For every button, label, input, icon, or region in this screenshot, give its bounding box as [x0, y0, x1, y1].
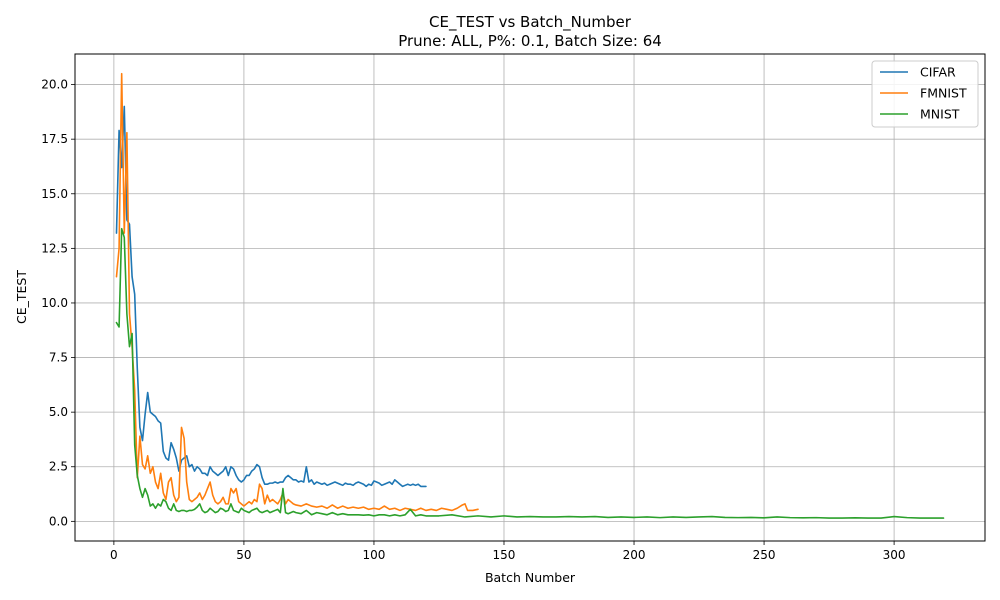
x-tick-label: 200 [623, 548, 646, 562]
series-layer [115, 72, 945, 519]
legend-label-mnist: MNIST [920, 107, 960, 122]
y-tick-label: 7.5 [49, 351, 68, 365]
legend: CIFAR FMNIST MNIST [871, 60, 979, 128]
series-line-cifar [115, 105, 427, 488]
x-tick-label: 0 [110, 548, 118, 562]
y-tick-label: 5.0 [49, 405, 68, 419]
plot-area [75, 54, 985, 541]
y-tick-label: 17.5 [41, 132, 68, 146]
x-gridlines [113, 54, 895, 541]
y-tick-label: 15.0 [41, 187, 68, 201]
x-tick-label: 150 [493, 548, 516, 562]
y-tick-label: 0.0 [49, 514, 68, 528]
y-tick-label: 2.5 [49, 460, 68, 474]
chart-subtitle: Prune: ALL, P%: 0.1, Batch Size: 64 [398, 32, 662, 50]
y-tick-label: 10.0 [41, 296, 68, 310]
y-gridlines [75, 84, 985, 522]
y-axis-ticks: 0.0 2.5 5.0 7.5 10.0 12.5 15.0 17.5 20.0 [41, 78, 75, 528]
x-tick-label: 250 [753, 548, 776, 562]
x-tick-label: 50 [236, 548, 251, 562]
x-tick-label: 100 [363, 548, 386, 562]
y-tick-label: 20.0 [41, 78, 68, 92]
legend-box [871, 60, 979, 128]
series-line-fmnist [115, 72, 479, 512]
chart-title: CE_TEST vs Batch_Number [429, 13, 632, 32]
x-axis-label: Batch Number [485, 570, 576, 585]
legend-label-cifar: CIFAR [920, 65, 956, 80]
series-line-mnist [115, 227, 945, 519]
y-tick-label: 12.5 [41, 241, 68, 255]
y-axis-label: CE_TEST [14, 270, 29, 324]
x-tick-label: 300 [883, 548, 906, 562]
legend-label-fmnist: FMNIST [920, 86, 967, 101]
plot-frame [74, 53, 986, 542]
x-axis-ticks: 0 50 100 150 200 250 300 [110, 541, 906, 562]
